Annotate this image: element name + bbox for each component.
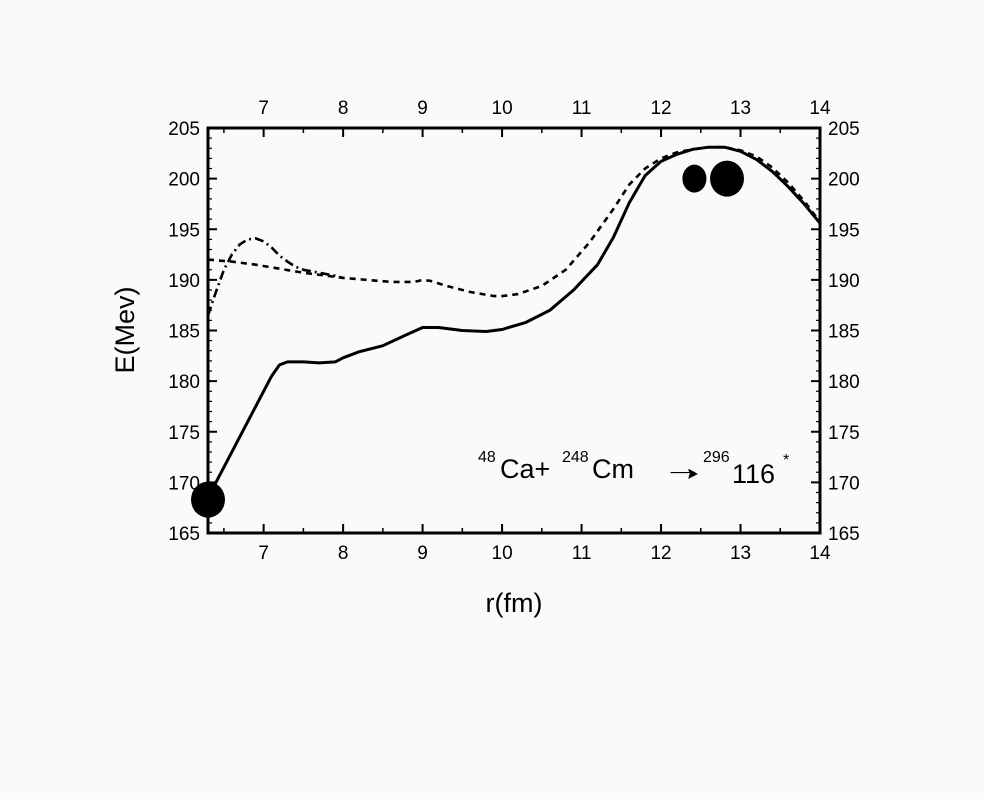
x-tick-label-bottom: 12 (650, 543, 671, 564)
y-tick-label-right: 205 (828, 119, 860, 140)
x-tick-label-bottom: 14 (809, 543, 831, 564)
y-tick-label-left: 170 (168, 473, 200, 494)
annotation-text-2: Cm (592, 454, 634, 484)
tick-marks (208, 127, 821, 534)
y-tick-label-right: 175 (828, 423, 860, 444)
x-tick-label-bottom: 9 (417, 543, 428, 564)
y-tick-label-right: 180 (828, 372, 860, 393)
series-line-dash-dot (206, 237, 344, 316)
annotation-sup-4: * (783, 452, 789, 469)
series-line-solid (206, 145, 822, 499)
x-tick-label-top: 7 (258, 98, 269, 119)
annotation-sup-3: 296 (703, 449, 730, 466)
annotation-sup-2: 248 (562, 449, 589, 466)
y-axis-title: E(Mev) (110, 287, 140, 374)
y-tick-label-left: 180 (168, 372, 200, 393)
x-tick-label-bottom: 10 (492, 543, 513, 564)
x-tick-label-bottom: 11 (572, 543, 592, 564)
annotation-arrow: → (662, 453, 704, 483)
y-tick-label-right: 185 (828, 322, 860, 343)
x-tick-label-bottom: 8 (338, 543, 349, 564)
annotation-sup-1: 48 (478, 449, 496, 466)
marker-layer (191, 160, 745, 518)
x-tick-label-bottom: 7 (258, 543, 269, 564)
y-tick-label-left: 195 (168, 220, 200, 241)
reaction-annotation: 48 Ca+ 248 Cm → 296 116 * (478, 449, 789, 489)
data-marker-1 (191, 481, 225, 518)
y-tick-label-right: 200 (828, 170, 860, 191)
annotation-text-3: 116 (732, 459, 775, 489)
y-tick-label-right: 190 (828, 271, 860, 292)
y-tick-label-right: 195 (828, 220, 860, 241)
series-layer (206, 145, 822, 499)
x-tick-label-top: 12 (650, 98, 671, 119)
annotation-arrow-head (688, 469, 698, 479)
y-tick-label-left: 200 (168, 170, 200, 191)
y-tick-label-right: 170 (828, 473, 860, 494)
x-tick-label-bottom: 13 (730, 543, 751, 564)
x-tick-label-top: 13 (730, 98, 751, 119)
y-tick-label-right: 165 (828, 524, 860, 545)
y-tick-label-left: 175 (168, 423, 200, 444)
x-axis-title: r(fm) (486, 588, 543, 618)
data-marker-2 (682, 164, 707, 193)
y-tick-label-left: 190 (168, 271, 200, 292)
x-tick-label-top: 9 (417, 98, 428, 119)
data-marker-3 (710, 160, 745, 197)
series-line-dashed (207, 145, 822, 298)
y-tick-label-left: 205 (168, 119, 200, 140)
x-tick-label-top: 10 (492, 98, 513, 119)
y-tick-label-left: 185 (168, 322, 200, 343)
y-tick-label-left: 165 (168, 524, 200, 545)
annotation-text-1: Ca+ (500, 454, 550, 484)
x-tick-label-top: 14 (809, 98, 831, 119)
x-tick-label-top: 11 (572, 98, 592, 119)
x-tick-label-top: 8 (338, 98, 349, 119)
